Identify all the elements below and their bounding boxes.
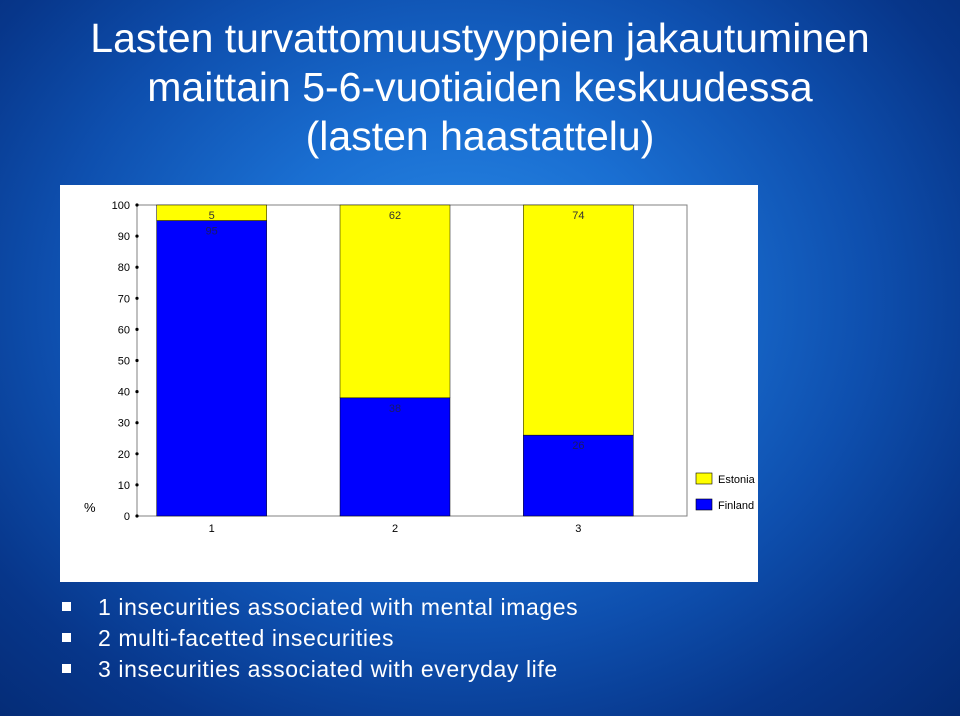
bullet-item-3: 3 insecurities associated with everyday … — [62, 654, 578, 685]
legend-label-finland: Finland — [718, 500, 754, 512]
y-tick-mark — [135, 327, 139, 331]
y-tick-label: 100 — [112, 200, 130, 212]
bar-finland-2 — [339, 397, 451, 517]
data-label-estonia-1: 5 — [209, 210, 215, 222]
y-tick-mark — [135, 234, 139, 238]
data-label-finland-2: 38 — [389, 403, 401, 415]
y-axis-label: % — [84, 500, 96, 515]
y-tick-mark — [135, 452, 139, 456]
square-bullet-icon — [62, 602, 71, 611]
y-tick-mark — [135, 514, 139, 518]
y-tick-label: 20 — [118, 449, 130, 461]
stacked-bar-chart: 0 10 20 30 40 50 60 70 80 90 100% 95 5 1 38 62 2 26 74 3 Est… — [84, 200, 756, 535]
data-label-finland-3: 26 — [572, 440, 584, 452]
y-tick-label: 50 — [118, 356, 130, 368]
square-bullet-icon — [62, 664, 71, 673]
y-tick-mark — [135, 421, 139, 425]
y-tick-label: 40 — [118, 387, 130, 399]
legend-swatch-estonia — [695, 472, 713, 485]
y-tick-mark — [135, 483, 139, 487]
x-tick-label: 3 — [575, 523, 581, 535]
slide-title: Lasten turvattomuustyyppien jakautuminen… — [0, 14, 960, 161]
legend-swatch-finland — [695, 498, 713, 511]
y-tick-mark — [135, 265, 139, 269]
bar-estonia-3 — [523, 204, 634, 436]
bullet-list: 1 insecurities associated with mental im… — [62, 592, 578, 685]
y-tick-mark — [135, 358, 139, 363]
y-tick-mark — [135, 390, 139, 394]
y-tick-label: 10 — [118, 480, 130, 492]
x-tick-label: 2 — [392, 523, 398, 535]
x-tick-label: 1 — [209, 523, 215, 535]
bullet-text-1: 1 insecurities associated with mental im… — [98, 594, 579, 620]
y-tick-label: 30 — [118, 418, 130, 430]
bar-finland-1 — [156, 220, 267, 517]
title-line-3: (lasten haastattelu) — [305, 113, 655, 159]
y-tick-label: 60 — [118, 324, 130, 336]
legend-label-estonia: Estonia — [718, 474, 756, 486]
y-tick-mark — [135, 203, 139, 207]
bullet-text-2: 2 multi-facetted insecurities — [98, 625, 395, 651]
y-tick-label: 0 — [124, 511, 130, 523]
y-tick-label: 90 — [118, 231, 130, 243]
y-tick-label: 70 — [118, 293, 130, 305]
chart-panel: 0 10 20 30 40 50 60 70 80 90 100% 95 5 1 38 62 2 26 74 3 Est… — [60, 185, 758, 582]
y-tick-mark — [135, 296, 139, 300]
title-line-2: maittain 5-6-vuotiaiden keskuudessa — [147, 64, 813, 110]
data-label-estonia-2: 62 — [389, 210, 401, 222]
title-line-1: Lasten turvattomuustyyppien jakautuminen — [90, 15, 870, 61]
bar-estonia-1 — [156, 204, 267, 221]
bar-finland-3 — [523, 434, 634, 517]
bullet-item-2: 2 multi-facetted insecurities — [62, 623, 578, 654]
data-label-estonia-3: 74 — [572, 210, 584, 222]
bullet-item-1: 1 insecurities associated with mental im… — [62, 592, 578, 623]
bar-estonia-2 — [339, 204, 451, 399]
y-tick-label: 80 — [118, 262, 130, 274]
data-label-finland-1: 95 — [206, 226, 218, 238]
bullet-text-3: 3 insecurities associated with everyday … — [98, 656, 558, 682]
square-bullet-icon — [62, 633, 71, 642]
